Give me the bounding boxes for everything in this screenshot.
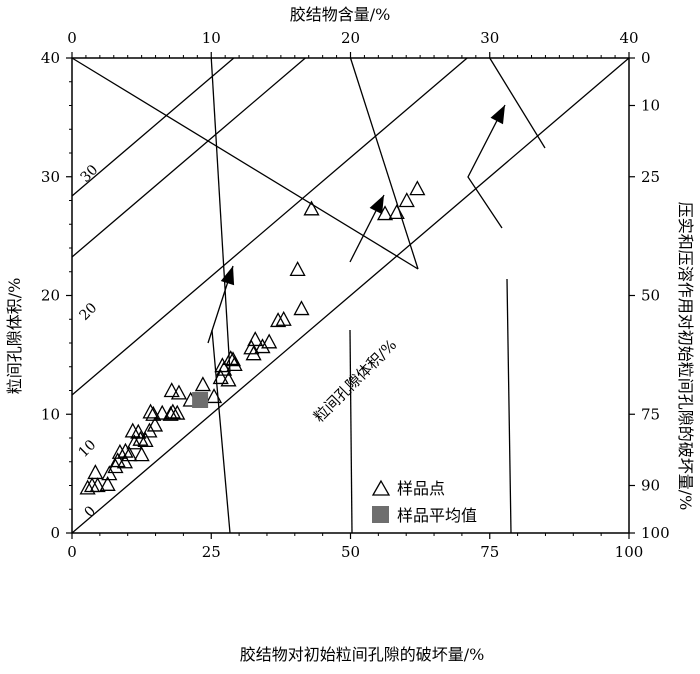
right-tick-label-50: 50	[641, 287, 660, 305]
sample-point	[111, 443, 128, 459]
top-tick-label-30: 30	[480, 29, 499, 47]
sample-point	[170, 384, 188, 400]
sample-point	[303, 200, 320, 216]
sample-point	[194, 376, 211, 392]
sample-point	[126, 434, 143, 450]
sample-point	[133, 446, 150, 462]
top-tick-label-40: 40	[619, 29, 638, 47]
sample-point	[243, 339, 260, 355]
curve-line-50	[349, 329, 353, 534]
contour-label-10: 10	[76, 437, 100, 461]
guide-lines	[71, 57, 630, 534]
sample-point	[145, 405, 162, 421]
left-tick-label-40: 40	[41, 49, 60, 67]
right-tick-label-100: 100	[641, 524, 670, 542]
right-tick-label-10: 10	[641, 97, 660, 115]
bottom-tick-label-50: 50	[341, 543, 360, 561]
left-tick-label-0: 0	[50, 524, 60, 542]
sample-point	[293, 300, 310, 316]
left-tick-label-10: 10	[41, 405, 60, 423]
left-tick-label-30: 30	[41, 168, 60, 186]
sample-point	[137, 432, 154, 448]
trend-arrow-head-1	[220, 266, 235, 286]
curve-line-25	[211, 329, 231, 534]
sample-point	[254, 338, 271, 354]
sample-point	[154, 404, 171, 420]
sample-point	[212, 369, 229, 385]
top-tick-label-10: 10	[202, 29, 221, 47]
contour-label-0: 0	[82, 503, 100, 521]
cement-line-10	[210, 57, 231, 373]
sample-point	[205, 388, 223, 404]
sample-point	[398, 192, 415, 208]
sample-point	[226, 356, 243, 372]
sample-point	[109, 452, 126, 468]
diagonal-label: 粒间孔隙体积/%	[310, 336, 400, 426]
contour-line-30	[71, 57, 235, 197]
sample-point	[130, 423, 147, 439]
sample-point	[169, 404, 186, 420]
trend-arrow-head-3	[490, 105, 505, 125]
cement-line-30	[489, 57, 546, 149]
top-tick-label-0: 0	[67, 29, 77, 47]
cement-line-20	[349, 57, 419, 270]
right-tick-label-90: 90	[641, 477, 660, 495]
top-tick-label-20: 20	[341, 29, 360, 47]
bottom-tick-label-75: 75	[480, 543, 499, 561]
bottom-axis-title: 胶结物对初始粒间孔隙的破坏量/%	[240, 645, 485, 664]
legend-square-marker	[372, 506, 389, 523]
right-axis-title: 压实和压溶作用对初始粒间孔隙的破坏量/%	[676, 202, 695, 511]
sample-point	[79, 479, 96, 495]
legend-label-average: 样品平均值	[397, 506, 477, 525]
sample-point	[89, 477, 106, 493]
sample-point	[99, 475, 116, 491]
legend: 样品点 样品平均值	[371, 479, 477, 525]
sample-point	[409, 180, 426, 196]
sample-point	[163, 382, 180, 398]
sample-point	[270, 312, 287, 328]
sample-point	[124, 422, 141, 438]
legend-triangle-marker	[371, 479, 391, 496]
right-tick-label-75: 75	[641, 405, 660, 423]
trend-arrow-3	[467, 104, 506, 229]
sample-point	[388, 204, 405, 220]
sample-point	[261, 333, 278, 349]
sample-point	[289, 261, 306, 277]
sample-point	[146, 416, 164, 432]
sample-point	[224, 351, 242, 367]
left-tick-label-20: 20	[41, 287, 60, 305]
curve-line-75	[506, 278, 512, 534]
sample-point	[164, 403, 181, 419]
right-tick-label-25: 25	[641, 168, 660, 186]
sample-point	[247, 331, 264, 347]
top-axis-title: 胶结物含量/%	[290, 5, 391, 24]
cement-line-0	[71, 57, 419, 270]
contour-line-20	[71, 57, 306, 258]
sample-point	[87, 464, 104, 480]
legend-label-samples: 样品点	[397, 479, 445, 498]
sample-point	[376, 205, 394, 221]
contour-label-30: 30	[78, 162, 102, 186]
sample-point	[121, 446, 138, 462]
contour-line-10	[71, 57, 468, 396]
diagonal-line	[71, 57, 630, 534]
data-points	[79, 180, 426, 495]
bottom-tick-label-25: 25	[202, 543, 221, 561]
sample-point	[275, 310, 292, 326]
contour-label-20: 20	[77, 300, 101, 324]
sample-average-point	[192, 392, 209, 408]
sample-point	[117, 442, 134, 458]
bottom-tick-label-0: 0	[67, 543, 77, 561]
bottom-tick-label-100: 100	[615, 543, 644, 561]
right-tick-label-0: 0	[641, 49, 651, 67]
sample-point	[142, 403, 159, 419]
left-axis-title: 粒间孔隙体积/%	[5, 278, 24, 395]
sample-point	[162, 405, 179, 421]
sample-point	[220, 371, 237, 387]
trend-arrow-head-2	[369, 195, 384, 215]
